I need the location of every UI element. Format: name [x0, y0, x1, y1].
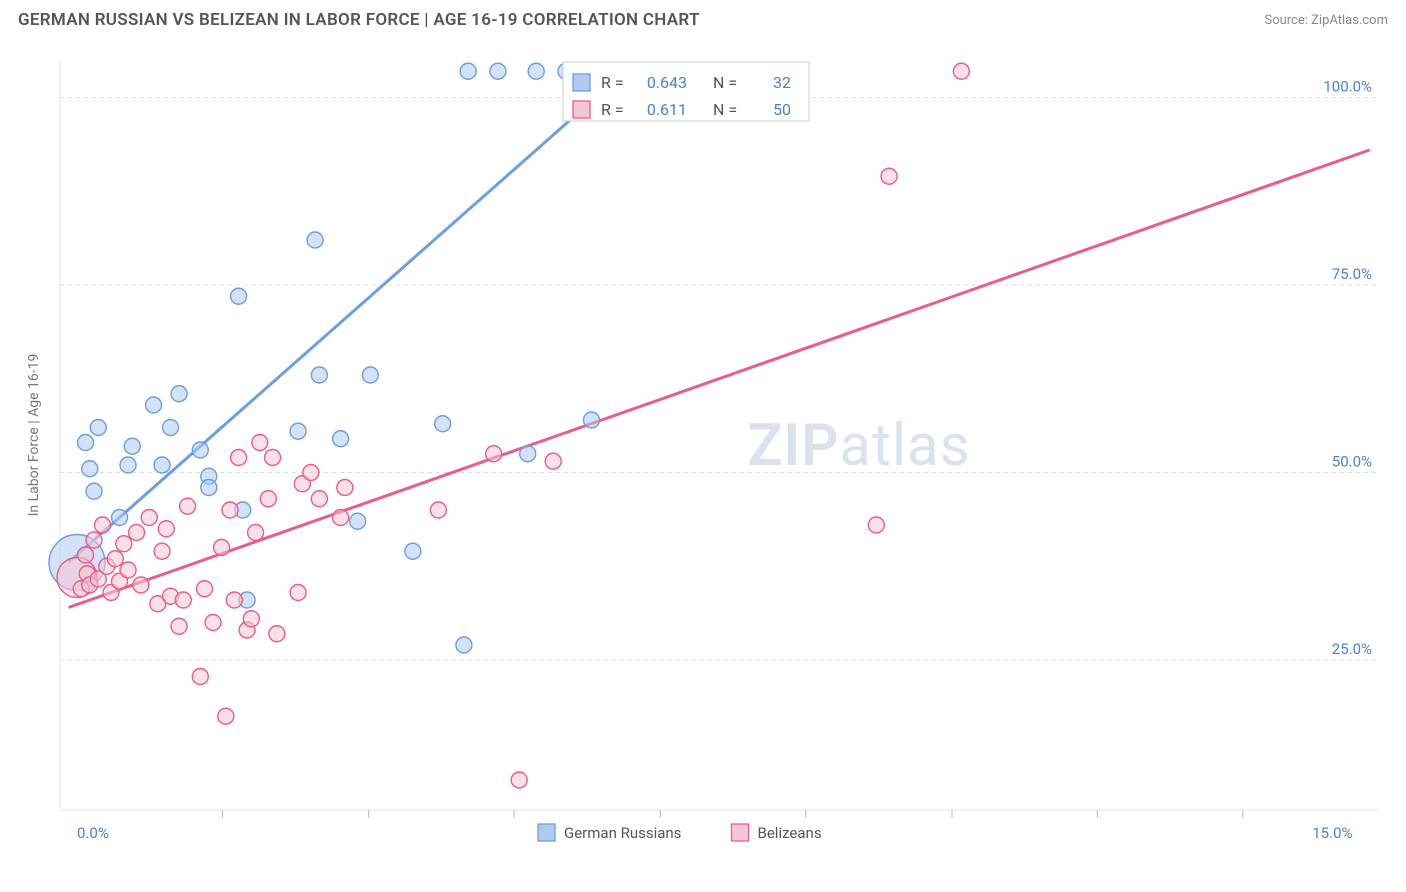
svg-text:0.643: 0.643	[647, 73, 687, 92]
svg-text:In Labor Force | Age 16-19: In Labor Force | Age 16-19	[26, 354, 42, 517]
chart-source: Source: ZipAtlas.com	[1264, 13, 1388, 28]
svg-text:100.0%: 100.0%	[1323, 78, 1372, 96]
svg-text:N =: N =	[713, 100, 737, 119]
chart-svg: 25.0% 50.0% 75.0% 100.0% In Labor Force | Ag…	[18, 40, 1388, 874]
svg-text:ZIPatlas: ZIPatlas	[747, 412, 970, 480]
svg-text:50: 50	[773, 100, 791, 119]
chart-title: GERMAN RUSSIAN VS BELIZEAN IN LABOR FORC…	[18, 10, 700, 30]
svg-text:R =: R =	[601, 73, 624, 92]
svg-text:R =: R =	[601, 100, 624, 119]
svg-text:50.0%: 50.0%	[1332, 453, 1372, 471]
chart-header: GERMAN RUSSIAN VS BELIZEAN IN LABOR FORC…	[0, 0, 1406, 38]
svg-text:75.0%: 75.0%	[1332, 265, 1372, 283]
svg-text:0.611: 0.611	[647, 100, 687, 119]
svg-text:25.0%: 25.0%	[1332, 640, 1372, 658]
svg-text:Belizeans: Belizeans	[758, 824, 822, 842]
svg-text:32: 32	[773, 73, 791, 92]
svg-text:German Russians: German Russians	[564, 824, 681, 842]
svg-text:0.0%: 0.0%	[77, 824, 109, 842]
correlation-chart: 25.0% 50.0% 75.0% 100.0% In Labor Force | Ag…	[18, 40, 1388, 874]
svg-text:15.0%: 15.0%	[1312, 824, 1352, 842]
svg-text:N =: N =	[713, 73, 737, 92]
